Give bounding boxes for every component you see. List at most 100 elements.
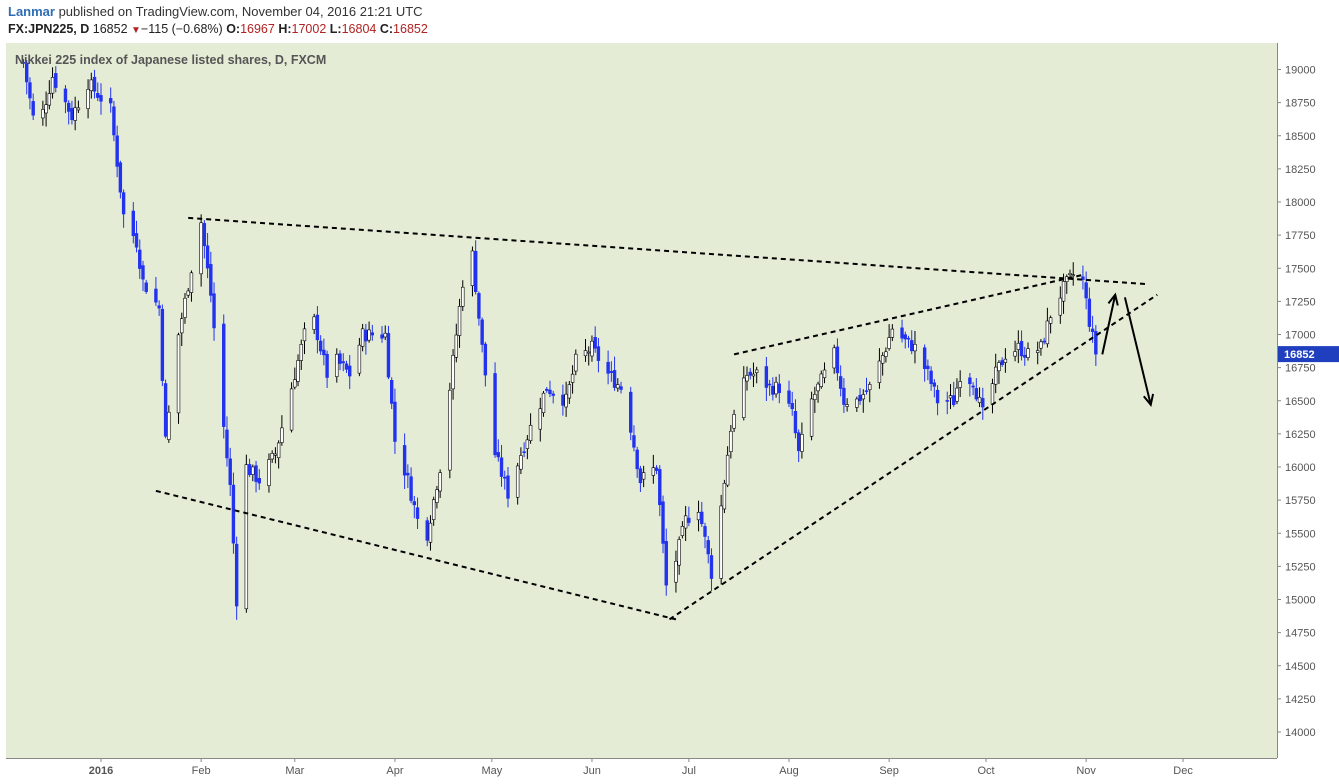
- candle-down: [935, 389, 940, 404]
- candle-down: [254, 465, 258, 482]
- candle-up: [461, 286, 465, 307]
- candle-down: [929, 370, 933, 384]
- candle-down: [1000, 360, 1004, 365]
- candle-up: [719, 505, 723, 579]
- arrow-head: [1107, 292, 1119, 306]
- candle-up: [877, 360, 882, 383]
- candle-down: [632, 435, 636, 448]
- candle-up: [564, 393, 568, 408]
- y-tick-label: 15750: [1285, 495, 1316, 507]
- candle-down: [787, 390, 791, 404]
- last-price-label: 16852: [1284, 349, 1315, 361]
- candle-down: [926, 365, 930, 370]
- candle-down: [344, 363, 349, 370]
- candle-down: [493, 373, 497, 456]
- y-tick-label: 17250: [1285, 296, 1316, 308]
- chart-area[interactable]: 14000 14250 14500 14750 15000 15250 15500 15750…: [6, 43, 1339, 784]
- author-link[interactable]: Lanmar: [8, 4, 55, 19]
- candle-down: [338, 353, 342, 364]
- candle-down: [700, 511, 704, 525]
- candle-up: [293, 379, 297, 388]
- candle-down: [96, 93, 100, 98]
- candle-up: [745, 375, 749, 382]
- candle-down: [31, 101, 35, 116]
- candle-up: [251, 466, 255, 475]
- candle-down: [545, 388, 549, 391]
- candle-up: [1026, 348, 1030, 358]
- candle-up: [994, 366, 998, 385]
- candle-up: [1003, 358, 1008, 363]
- candle-up: [1039, 341, 1043, 349]
- candle-down: [1094, 331, 1098, 355]
- candle-down: [234, 543, 239, 607]
- candle-up: [470, 250, 475, 286]
- trendline: [668, 293, 1158, 621]
- candle-down: [389, 380, 394, 404]
- y-tick-label: 17500: [1285, 263, 1316, 275]
- candle-down: [838, 376, 843, 389]
- x-tick-label: Jun: [583, 765, 601, 777]
- y-tick-label: 17750: [1285, 230, 1316, 242]
- x-tick-label: Nov: [1076, 765, 1096, 777]
- candle-up: [574, 353, 578, 372]
- candle-up: [244, 464, 249, 610]
- candle-up: [50, 77, 55, 94]
- candle-up: [832, 347, 836, 369]
- candle-up: [1036, 350, 1040, 353]
- symbol-label[interactable]: FX:JPN225, D: [8, 22, 90, 36]
- candle-down: [522, 451, 526, 453]
- candle-up: [729, 430, 733, 452]
- candle-up: [722, 482, 727, 510]
- candle-down: [903, 334, 907, 340]
- candle-up: [583, 350, 588, 357]
- x-tick-label: Mar: [285, 765, 304, 777]
- published-text: published on TradingView.com, November 0…: [54, 4, 423, 19]
- candle-up: [435, 489, 439, 503]
- high-label: H:: [278, 22, 292, 36]
- candle-down: [968, 377, 972, 385]
- price-chart[interactable]: 14000 14250 14500 14750 15000 15250 15500 15750…: [6, 43, 1339, 784]
- candle-down: [1019, 341, 1024, 357]
- candle-up: [997, 362, 1001, 372]
- candle-up: [1058, 297, 1063, 316]
- candle-down: [160, 308, 165, 381]
- candle-up: [809, 398, 814, 437]
- y-tick-label: 18750: [1285, 98, 1316, 110]
- candle-down: [1087, 298, 1092, 327]
- candle-up: [438, 472, 442, 492]
- y-tick-label: 19000: [1285, 65, 1316, 77]
- candle-down: [796, 432, 801, 452]
- candle-up: [819, 373, 823, 387]
- candle-down: [63, 88, 68, 103]
- candle-down: [606, 361, 610, 374]
- candle-down: [771, 385, 775, 395]
- candle-up: [44, 104, 48, 114]
- candle-down: [141, 265, 145, 280]
- candle-up: [1048, 317, 1053, 324]
- candle-up: [651, 467, 656, 476]
- candle-up: [884, 351, 888, 357]
- candle-down: [348, 365, 352, 377]
- candle-down: [687, 517, 691, 523]
- candle-down: [315, 314, 320, 341]
- candle-down: [661, 501, 665, 544]
- candle-down: [922, 347, 927, 369]
- candle-down: [864, 390, 869, 392]
- candle-down: [981, 398, 985, 408]
- candle-up: [299, 344, 303, 361]
- candle-down: [54, 73, 58, 88]
- candle-down: [790, 403, 794, 410]
- candle-down: [777, 383, 782, 394]
- candle-up: [41, 109, 45, 119]
- candle-up: [180, 318, 184, 334]
- candle-down: [703, 526, 707, 537]
- change-down-icon: ▼: [131, 25, 141, 36]
- candle-up: [451, 355, 455, 390]
- candle-up: [1071, 274, 1075, 276]
- candle-down: [1081, 276, 1085, 280]
- price-axis-panel: [1277, 43, 1339, 784]
- candle-down: [910, 340, 914, 352]
- candle-up: [696, 511, 701, 521]
- candle-up: [335, 353, 339, 377]
- candle-up: [742, 377, 746, 418]
